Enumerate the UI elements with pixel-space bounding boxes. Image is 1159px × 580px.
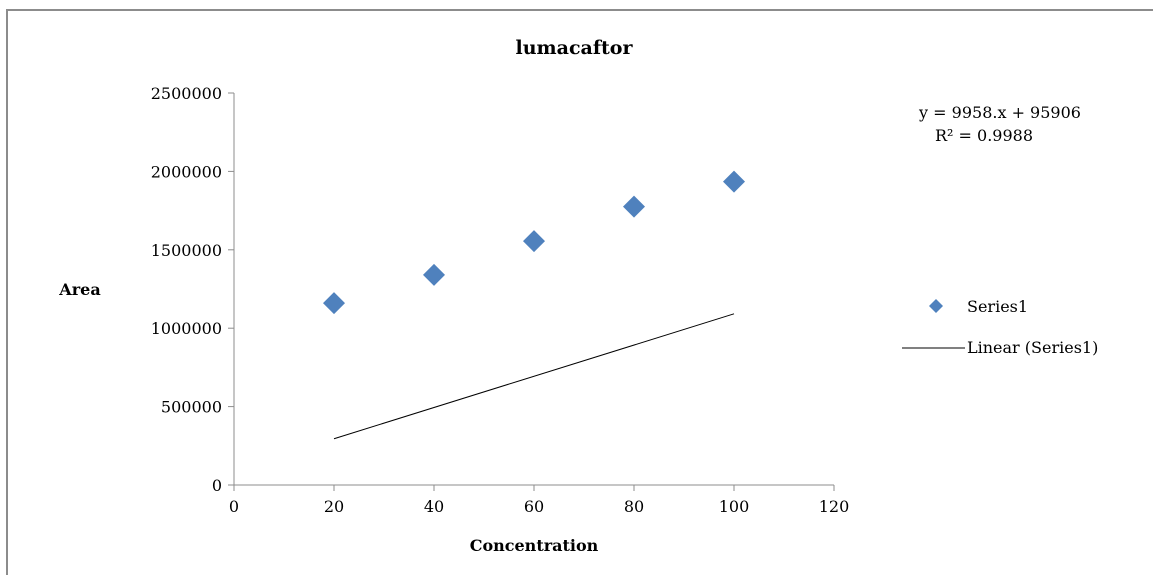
x-tick-label: 80: [624, 497, 644, 516]
trendline-r-squared: R² = 0.9988: [935, 126, 1033, 145]
x-tick-label: 120: [819, 497, 850, 516]
trendline-equation: y = 9958.x + 95906: [918, 103, 1081, 122]
y-axis-label: Area: [58, 280, 100, 299]
y-tick-label: 1000000: [151, 319, 222, 338]
legend-trendline-label: Linear (Series1): [967, 338, 1098, 357]
x-axis-ticks: 0 20 40 60 80 100 120: [229, 485, 849, 516]
y-tick-label: 2000000: [151, 162, 222, 181]
y-axis-ticks: 0 500000 1000000 1500000 2000000 2500000: [151, 84, 234, 495]
data-point-diamond: [523, 230, 545, 253]
y-tick-label: 500000: [161, 398, 222, 417]
x-tick-label: 20: [324, 497, 344, 516]
data-points: [323, 170, 745, 315]
y-tick-label: 0: [212, 476, 222, 495]
x-axis-label: Concentration: [470, 536, 599, 555]
legend: Series1 Linear (Series1): [902, 297, 1098, 357]
chart-frame: [6, 9, 1153, 575]
data-point-diamond: [623, 195, 645, 218]
x-tick-label: 40: [424, 497, 444, 516]
x-tick-label: 0: [229, 497, 239, 516]
x-tick-label: 100: [719, 497, 750, 516]
x-tick-label: 60: [524, 497, 544, 516]
legend-series-label: Series1: [967, 297, 1028, 316]
y-tick-label: 1500000: [151, 241, 222, 260]
y-tick-label: 2500000: [151, 84, 222, 103]
data-point-diamond: [423, 263, 445, 286]
legend-series-marker-icon: [929, 299, 943, 313]
data-point-diamond: [723, 170, 745, 193]
trendline: [333, 313, 735, 440]
chart-title: lumacaftor: [516, 37, 634, 59]
data-point-diamond: [323, 292, 345, 315]
trendline-group: [333, 313, 735, 440]
